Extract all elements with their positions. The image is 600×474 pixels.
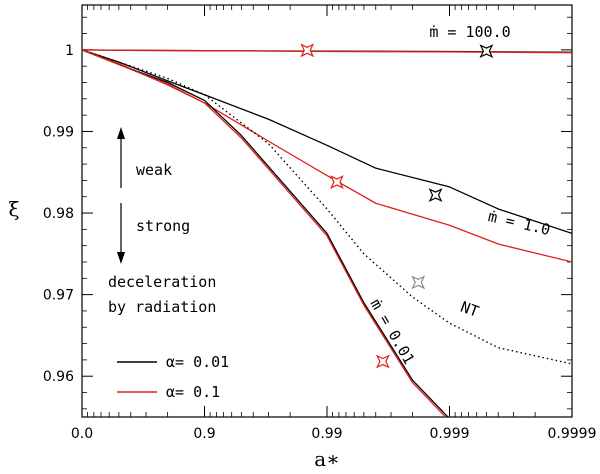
star-nt <box>411 275 426 290</box>
series-m1_a001 <box>82 49 572 235</box>
x-tick-label: 0.999 <box>429 426 469 442</box>
star-m1-red <box>330 175 344 189</box>
major-ticks: 0.96 0.97 0.98 0.99 1 0.0 0.9 0.99 0.999 0.9999 <box>43 5 597 442</box>
star-m100-black <box>479 44 494 58</box>
series-m100_a01 <box>82 49 572 54</box>
y-tick-label: 0.97 <box>43 288 74 304</box>
x-tick-label: 0.9999 <box>548 426 597 442</box>
legend-label-alpha-01: α= 0.1 <box>166 383 220 401</box>
y-axis-title: ξ <box>8 197 19 221</box>
annotation-strong: strong <box>136 217 190 235</box>
y-tick-label: 0.98 <box>43 206 74 222</box>
x-tick-label: 0.9 <box>193 426 215 442</box>
series-NT <box>82 49 572 365</box>
x-tick-label: 0.99 <box>311 426 342 442</box>
label-m1: ṁ = 1.0 <box>486 207 552 239</box>
label-m001: ṁ = 0.01 <box>366 296 418 368</box>
y-tick-label: 1 <box>65 43 74 59</box>
annotation-deceleration-2: by radiation <box>108 298 216 316</box>
annotation-deceleration-1: deceleration <box>108 273 216 291</box>
star-m1-black <box>428 188 443 203</box>
legend-label-alpha-001: α= 0.01 <box>166 353 229 371</box>
x-axis-title: a∗ <box>314 447 340 471</box>
series-m001_a01 <box>82 49 447 417</box>
arrow-down-head <box>117 252 125 264</box>
stars-layer <box>300 43 494 369</box>
x-tick-label: 0.0 <box>71 426 93 442</box>
annotation-weak: weak <box>136 161 172 179</box>
label-nt: NT <box>458 298 481 321</box>
star-m001 <box>375 354 390 369</box>
legend: α= 0.01 α= 0.1 <box>117 353 229 401</box>
y-tick-label: 0.99 <box>43 124 74 140</box>
arrow-up-head <box>117 127 125 139</box>
star-m100-red <box>300 43 315 58</box>
series-layer <box>82 49 572 417</box>
label-m100: ṁ = 100.0 <box>429 23 510 41</box>
y-tick-label: 0.96 <box>43 369 74 385</box>
minor-ticks <box>82 5 572 417</box>
